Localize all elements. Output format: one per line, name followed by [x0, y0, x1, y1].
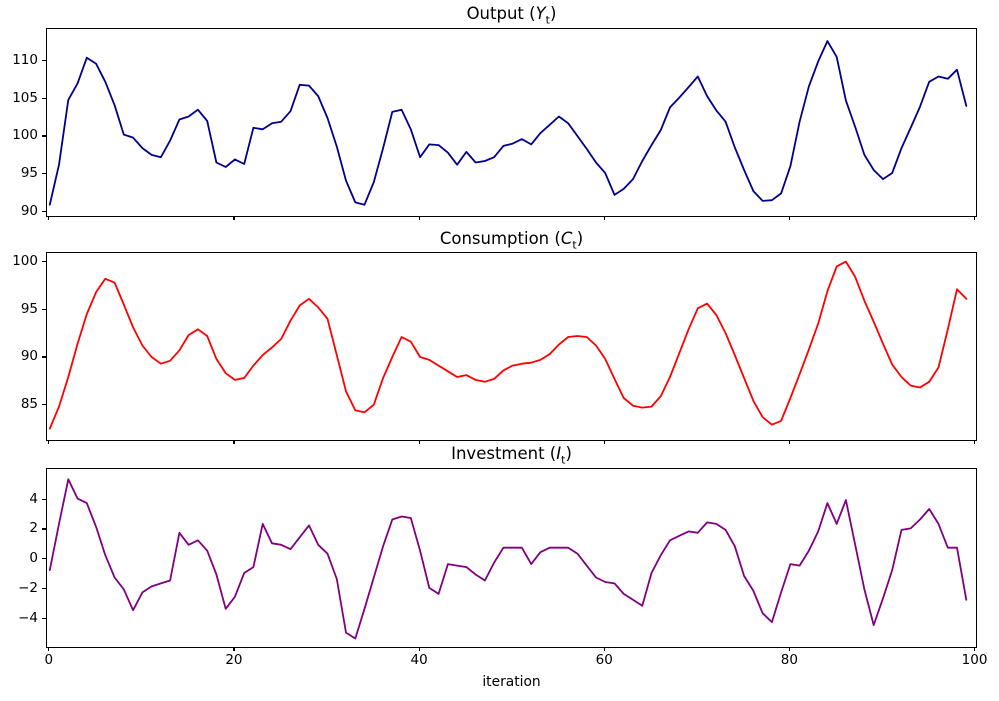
investment-ytick-label: 0 [29, 550, 38, 567]
output-series-path [48, 39, 967, 206]
consumption-plot-area [45, 252, 977, 442]
output-title-suffix: ) [549, 4, 557, 23]
investment-xtick-mark [974, 647, 976, 652]
output-ytick-label: 105 [12, 89, 38, 106]
output-ytick-label: 110 [12, 51, 38, 68]
investment-ytick-mark [42, 498, 46, 500]
investment-xtick-label: 0 [44, 652, 54, 668]
investment-ytick-label: −2 [18, 579, 38, 596]
consumption-xtick-mark [974, 440, 976, 445]
investment-line [48, 478, 967, 640]
investment-xtick-label: 80 [780, 652, 798, 668]
investment-ytick-mark [42, 587, 46, 590]
investment-xtick-mark [48, 647, 50, 652]
consumption-title-var: C [560, 228, 573, 248]
output-xtick-mark [974, 216, 976, 221]
output-xtick-mark [233, 216, 235, 221]
investment-xtick-label: 60 [595, 652, 613, 668]
investment-ytick-label: 2 [29, 520, 38, 537]
output-ytick-mark [42, 173, 46, 175]
output-title-var: Y [535, 4, 546, 23]
investment-xtick-mark [233, 647, 235, 652]
consumption-xtick-mark [48, 440, 50, 445]
output-plot-area [45, 27, 977, 217]
investment-title-var: I [556, 444, 562, 463]
consumption-ytick-label: 90 [20, 348, 38, 365]
output-title: Output (Yt) [46, 4, 977, 27]
consumption-ytick-label: 95 [20, 300, 38, 317]
consumption-ytick-mark [42, 261, 46, 263]
investment-ytick-mark [42, 558, 46, 560]
investment-title-sub: t [561, 453, 566, 467]
consumption-line [48, 260, 967, 430]
investment-ytick-mark [42, 617, 46, 619]
investment-title-suffix: ) [565, 444, 572, 463]
investment-ytick-label: −4 [18, 609, 38, 626]
consumption-title-prefix: Consumption ( [439, 228, 561, 248]
output-ytick-mark [42, 97, 46, 99]
output-xtick-mark [603, 216, 605, 221]
output-ytick-label: 95 [20, 165, 38, 182]
output-ytick-mark [42, 135, 46, 137]
output-ytick-label: 90 [20, 202, 38, 219]
investment-xtick-label: 20 [225, 652, 243, 668]
investment-xtick-label: 100 [961, 652, 988, 668]
investment-xtick-mark [603, 647, 605, 652]
output-ytick-mark [42, 59, 46, 62]
output-xtick-mark [418, 216, 420, 221]
output-ytick-label: 100 [12, 127, 38, 144]
consumption-title-sub: t [572, 237, 577, 251]
consumption-xtick-mark [603, 440, 605, 445]
output-xtick-mark [788, 216, 791, 221]
investment-title: Investment (It) [46, 444, 977, 467]
investment-xtick-mark [788, 647, 791, 652]
consumption-title-suffix: ) [576, 228, 584, 248]
investment-series-path [48, 478, 967, 640]
investment-xtick-label: 40 [410, 652, 428, 668]
x-axis-label: iteration [482, 674, 541, 690]
consumption-ytick-label: 85 [20, 396, 38, 413]
output-title-sub: t [545, 13, 550, 27]
consumption-xtick-mark [233, 440, 235, 445]
investment-title-prefix: Investment ( [451, 444, 557, 463]
consumption-xtick-mark [418, 440, 420, 445]
consumption-series-path [48, 260, 967, 430]
investment-xtick-mark [418, 647, 420, 652]
output-ytick-mark [42, 210, 46, 212]
investment-plot-area [45, 467, 977, 648]
investment-ytick-mark [42, 528, 46, 530]
consumption-ytick-label: 100 [12, 253, 38, 270]
consumption-ytick-mark [42, 356, 46, 358]
output-title-prefix: Output ( [466, 4, 536, 23]
output-xtick-mark [48, 216, 50, 221]
consumption-xtick-mark [788, 440, 791, 445]
consumption-ytick-mark [42, 404, 46, 406]
consumption-ytick-mark [42, 308, 46, 310]
output-line [48, 39, 967, 206]
consumption-title: Consumption (Ct) [46, 228, 977, 251]
investment-ytick-label: 4 [29, 490, 38, 507]
